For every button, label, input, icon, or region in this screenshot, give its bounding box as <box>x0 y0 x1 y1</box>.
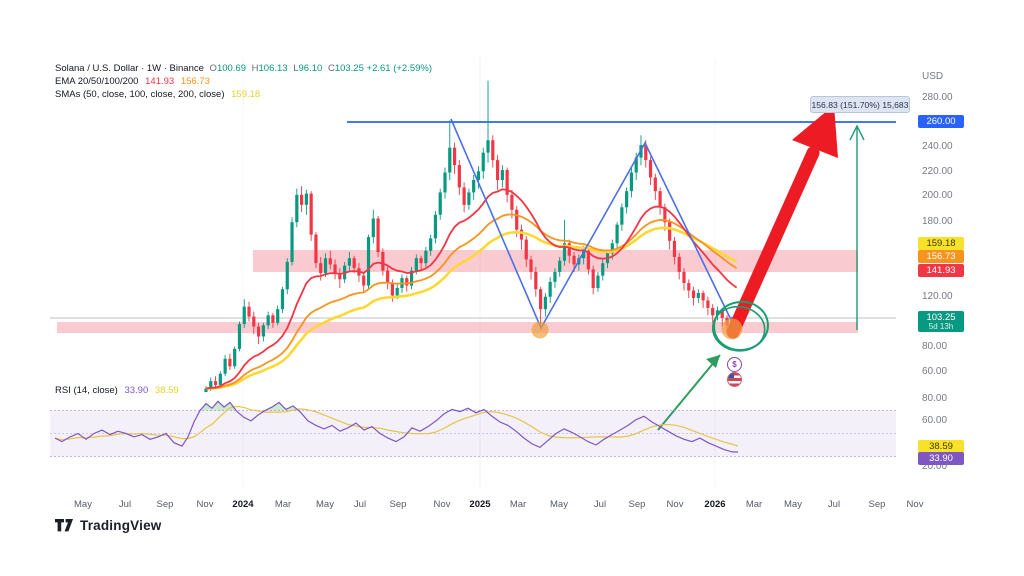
sma-value: 159.18 <box>231 89 261 100</box>
time-axis-label: Mar <box>274 499 292 510</box>
price-axis-label: 60.00 <box>922 366 948 377</box>
time-axis-label: Mar <box>509 499 527 510</box>
ema-legend-row[interactable]: EMA 20/50/100/200 141.93 156.73 <box>55 76 432 89</box>
symbol-legend-row[interactable]: Solana / U.S. Dollar · 1W · Binance O100… <box>55 63 432 76</box>
price-axis-label: 200.00 <box>922 190 953 201</box>
low-label: L <box>293 63 299 74</box>
flag-canton <box>728 373 734 378</box>
rsi-axis-badge: 38.59 <box>918 440 964 453</box>
price-axis-label: 220.00 <box>922 166 953 177</box>
tradingview-logo-text: TradingView <box>80 518 162 533</box>
time-axis-label: Sep <box>868 499 886 510</box>
green-pointer-arrowhead <box>706 355 720 368</box>
rsi-ma-line <box>54 405 739 447</box>
price-axis-label: 280.00 <box>922 92 953 103</box>
time-axis-label: May <box>74 499 92 510</box>
symbol-title: Solana / U.S. Dollar · 1W · Binance <box>55 63 204 74</box>
price-target-text: 156.83 (151.70%) 15,683 <box>811 99 909 110</box>
price-axis-badge: 103.25 5d 13h <box>918 311 964 332</box>
highlight-circle-inner <box>711 305 766 352</box>
rsi-line <box>54 400 739 453</box>
time-axis-label: Jul <box>353 499 367 510</box>
time-axis-label: Jul <box>827 499 841 510</box>
price-axis-label: 80.00 <box>922 341 948 352</box>
ema-label: EMA 20/50/100/200 <box>55 76 139 87</box>
rsi-band <box>50 410 896 457</box>
rsi-axis-badge: 33.90 <box>918 452 964 465</box>
time-axis-label: Sep <box>156 499 174 510</box>
dollar-glyph: $ <box>732 360 737 369</box>
price-axis-badge: 260.00 <box>918 115 964 128</box>
rsi-legend-row[interactable]: RSI (14, close) 33.90 38.59 <box>55 385 179 396</box>
time-axis-label: 2024 <box>232 499 254 510</box>
price-axis-badge: 156.73 <box>918 250 964 263</box>
change-value: +2.61 (+2.59%) <box>366 63 433 74</box>
ema-fast-line <box>205 188 738 390</box>
ema-lines <box>205 188 738 390</box>
chart-legend: Solana / U.S. Dollar · 1W · Binance O100… <box>55 63 432 102</box>
time-axis-label: Nov <box>433 499 451 510</box>
sma-slow-line <box>205 226 738 390</box>
currency-exchange-icon[interactable]: $ <box>727 357 742 372</box>
rsi-value: 33.90 <box>124 385 149 396</box>
time-axis-label: May <box>550 499 568 510</box>
close-label: C <box>327 63 335 74</box>
countdown-timer: 5d 13h <box>928 322 954 331</box>
open-value: 100.69 <box>216 63 246 74</box>
trendline-w-pattern[interactable] <box>450 118 735 330</box>
bottom-marker-dot[interactable] <box>721 318 743 340</box>
rsi-axis-label: 20.00 <box>922 461 948 472</box>
sma-label: SMAs (50, close, 100, close, 200, close) <box>55 89 225 100</box>
high-value: 106.13 <box>258 63 288 74</box>
measure-arrowhead <box>849 124 865 141</box>
time-axis-label: Sep <box>389 499 407 510</box>
tradingview-logo[interactable]: TradingView <box>55 518 161 533</box>
red-arrow-head[interactable] <box>792 105 838 158</box>
rsi-label: RSI (14, close) <box>55 385 118 396</box>
price-axis-label: 240.00 <box>922 141 953 152</box>
low-value: 96.10 <box>298 63 323 74</box>
green-pointer-arrow[interactable] <box>657 354 721 431</box>
time-axis-label: Nov <box>196 499 214 510</box>
time-axis-label: 2026 <box>704 499 726 510</box>
rsi-axis-label: 60.00 <box>922 415 948 426</box>
sma-legend-row[interactable]: SMAs (50, close, 100, close, 200, close)… <box>55 89 432 102</box>
ema-slow-value: 156.73 <box>180 76 210 87</box>
rsi-axis-label: 80.00 <box>922 393 948 404</box>
bottom-marker-dot[interactable] <box>531 321 549 339</box>
support-zone[interactable] <box>57 322 858 333</box>
red-arrow-shaft[interactable] <box>726 146 820 339</box>
close-value: 103.25 <box>334 63 364 74</box>
rsi-overbought-fill <box>55 401 738 411</box>
time-axis-label: May <box>784 499 802 510</box>
price-axis-label: 120.00 <box>922 291 953 302</box>
tradingview-logo-icon <box>55 519 73 532</box>
time-axis-label: Jul <box>593 499 607 510</box>
price-axis-unit: USD <box>922 71 944 82</box>
open-label: O <box>209 63 217 74</box>
price-target-label[interactable]: 156.83 (151.70%) 15,683 <box>810 96 910 113</box>
resistance-zone[interactable] <box>253 250 858 272</box>
time-axis-label: 2025 <box>469 499 491 510</box>
time-axis-label: May <box>316 499 334 510</box>
ema-mid-line <box>205 213 738 390</box>
ema-fast-value: 141.93 <box>145 76 175 87</box>
price-axis-badge: 159.18 <box>918 237 964 250</box>
time-axis-label: Sep <box>628 499 646 510</box>
us-flag-icon[interactable] <box>727 372 742 387</box>
price-axis-badge: 141.93 <box>918 264 964 277</box>
time-axis-label: Nov <box>666 499 684 510</box>
high-label: H <box>251 63 259 74</box>
time-axis-label: Nov <box>906 499 924 510</box>
rsi-ma-value: 38.59 <box>154 385 179 396</box>
time-axis-label: Mar <box>745 499 763 510</box>
price-axis-label: 180.00 <box>922 216 953 227</box>
time-axis-label: Jul <box>118 499 132 510</box>
